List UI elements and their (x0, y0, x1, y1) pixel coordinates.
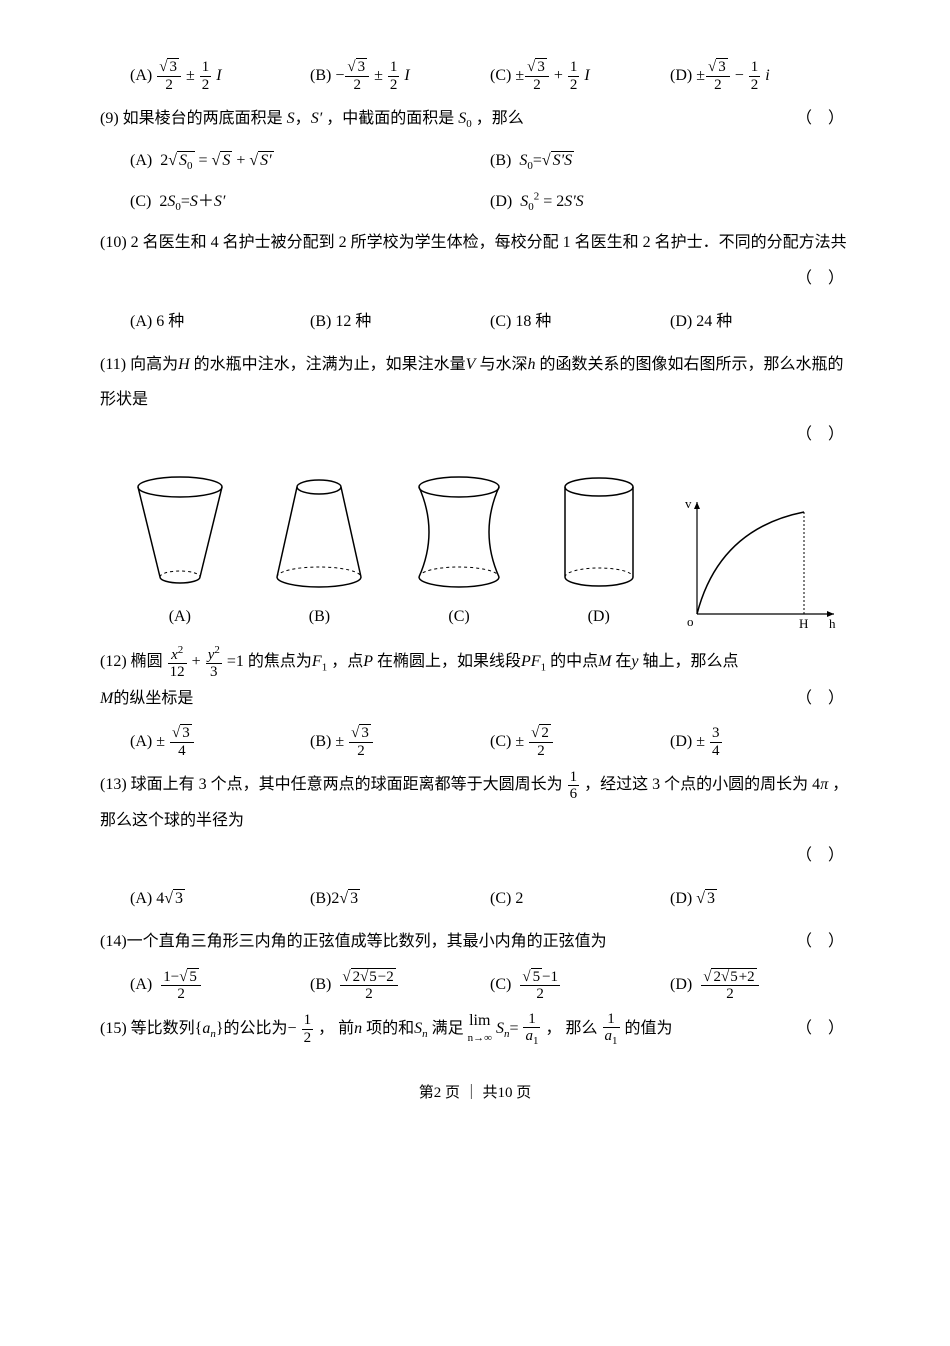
svg-text:o: o (687, 614, 694, 629)
q9-option-c: (C) 2S0=S＋S′ (130, 184, 490, 219)
q11-graph: v h o H (669, 494, 851, 634)
q11-fig-c: (C) (389, 469, 529, 634)
q13: (13) 球面上有 3 个点，其中任意两点的球面距离都等于大圆周长为 16 ，经… (100, 767, 850, 838)
q10-option-d: (D) 24 种 (670, 304, 850, 339)
q12-options: (A) ± √34 (B) ± √32 (C) ± √22 (D) ± 34 (130, 724, 850, 759)
q14-options: (A) 1−√52 (B) √2√5−22 (C) √5−12 (D) √2√5… (130, 967, 850, 1002)
q14-option-a: (A) 1−√52 (130, 967, 310, 1002)
q9: (9) 如果棱台的两底面积是 S，S′ ，中截面的面积是 S0 ，那么 （ ） (100, 101, 850, 136)
q10-options: (A) 6 种 (B) 12 种 (C) 18 种 (D) 24 种 (130, 304, 850, 339)
q10-option-a: (A) 6 种 (130, 304, 310, 339)
vase-c-icon (404, 469, 514, 599)
q8-option-b: (B) −√32 ± 12 I (310, 58, 490, 93)
vase-d-icon (549, 469, 649, 599)
svg-text:h: h (829, 616, 836, 631)
q10-paren-line: （ ） (100, 261, 850, 296)
q12-line2: M的纵坐标是 （ ） (100, 681, 850, 716)
q11-fig-a: (A) (110, 469, 250, 634)
q14: (14)一个直角三角形三内角的正弦值成等比数列，其最小内角的正弦值为 （ ） (100, 924, 850, 959)
q15: (15) 等比数列{an}的公比为− 12 ， 前n 项的和Sn 满足 limn… (100, 1011, 850, 1048)
q8-option-d: (D) ±√32 − 12 i (670, 58, 850, 93)
page-footer: 第2 页 ｜ 共10 页 (100, 1077, 850, 1110)
q12: (12) 椭圆 x212 + y23 =1 的焦点为F1 ，点P 在椭圆上，如果… (100, 644, 850, 681)
q12-option-b: (B) ± √32 (310, 724, 490, 759)
q14-option-d: (D) √2√5+22 (670, 967, 850, 1002)
q10-option-c: (C) 18 种 (490, 304, 670, 339)
q9-option-a: (A) 2√S0 = √S + √S' (130, 143, 490, 178)
q10-option-b: (B) 12 种 (310, 304, 490, 339)
vase-a-icon (125, 469, 235, 599)
q13-options: (A) 4√3 (B)2√3 (C) 2 (D) √3 (130, 881, 850, 916)
q8-options: (A) √32 ± 12 I (B) −√32 ± 12 I (C) ±√32 … (130, 58, 850, 93)
q8-option-c: (C) ±√32 + 12 I (490, 58, 670, 93)
q12-option-d: (D) ± 34 (670, 724, 850, 759)
svg-text:H: H (799, 616, 808, 631)
q14-option-b: (B) √2√5−22 (310, 967, 490, 1002)
q8-option-a: (A) √32 ± 12 I (130, 58, 310, 93)
q10: (10) 2 名医生和 4 名护士被分配到 2 所学校为学生体检，每校分配 1 … (100, 225, 850, 260)
q13-option-c: (C) 2 (490, 881, 670, 916)
q12-option-a: (A) ± √34 (130, 724, 310, 759)
q13-option-a: (A) 4√3 (130, 881, 310, 916)
q13-paren-line: （ ） (100, 838, 850, 873)
q9-options-row2: (C) 2S0=S＋S′ (D) S02 = 2S'S (130, 184, 850, 219)
q11-figures: (A) (B) (C) (110, 469, 850, 634)
q11-fig-d: (D) (529, 469, 669, 634)
q13-option-d: (D) √3 (670, 881, 850, 916)
q9-option-d: (D) S02 = 2S'S (490, 184, 850, 219)
q12-option-c: (C) ± √22 (490, 724, 670, 759)
q11-fig-b: (B) (250, 469, 390, 634)
vase-b-icon (264, 469, 374, 599)
q13-option-b: (B)2√3 (310, 881, 490, 916)
q9-option-b: (B) S0=√S'S (490, 143, 850, 178)
q14-option-c: (C) √5−12 (490, 967, 670, 1002)
q11-paren-line: （ ） (100, 417, 850, 452)
svg-text:v: v (685, 496, 692, 511)
q9-options-row1: (A) 2√S0 = √S + √S' (B) S0=√S'S (130, 143, 850, 178)
graph-icon: v h o H (679, 494, 839, 634)
q11: (11) 向高为H 的水瓶中注水，注满为止，如果注水量V 与水深h 的函数关系的… (100, 347, 850, 417)
page-content: (A) √32 ± 12 I (B) −√32 ± 12 I (C) ±√32 … (0, 0, 950, 1150)
